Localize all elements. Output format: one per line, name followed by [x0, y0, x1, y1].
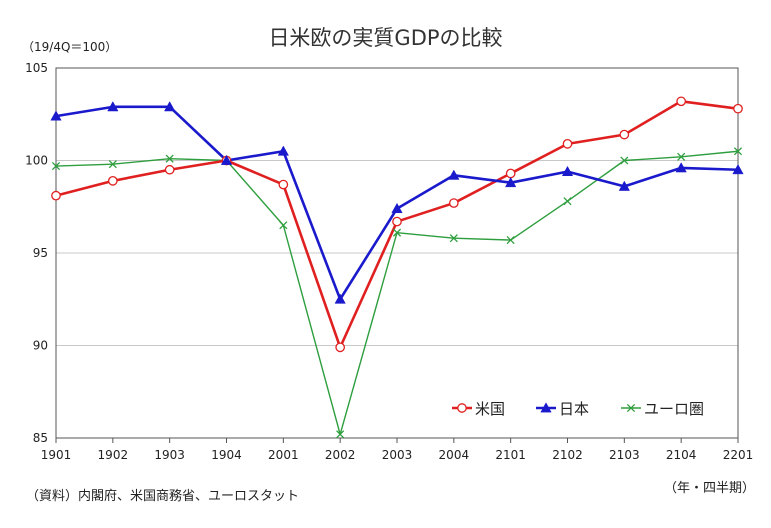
data-point-x [165, 154, 174, 163]
data-point-circle [164, 164, 175, 175]
data-point-circle [448, 198, 459, 208]
y-tick-label: 105 [25, 61, 48, 75]
data-point-x [620, 156, 629, 165]
data-point-x [677, 152, 686, 161]
data-point-circle [619, 129, 630, 140]
x-tick-label: 2201 [723, 448, 754, 462]
x-tick-label: 2003 [382, 448, 413, 462]
data-point-triangle [50, 110, 62, 121]
data-point-circle [562, 139, 573, 149]
series-line-x [55, 150, 739, 435]
x-tick-label: 1901 [41, 448, 72, 462]
data-point-triangle [618, 180, 630, 191]
data-point-circle [733, 103, 743, 114]
period-note: （年・四半期） [664, 481, 756, 496]
data-point-triangle [448, 169, 460, 180]
x-tick-label: 2104 [666, 448, 697, 462]
data-point-x [563, 197, 572, 206]
unit-label: （19/4Q＝100） [22, 40, 118, 54]
x-tick-label: 2004 [439, 448, 470, 462]
data-point-x [336, 430, 345, 439]
data-point-circle [107, 176, 118, 186]
x-tick-label: 1903 [154, 448, 185, 462]
data-point-x [108, 160, 117, 169]
x-tick-label: 2002 [325, 448, 356, 462]
data-point-x [279, 221, 288, 230]
data-point-circle [505, 168, 516, 179]
x-tick-label: 1904 [211, 448, 242, 462]
data-point-triangle [164, 101, 176, 112]
data-point-x [449, 234, 458, 243]
legend-label: ユーロ圏 [644, 400, 704, 418]
legend-marker [626, 403, 636, 413]
data-point-circle [676, 96, 687, 107]
data-point-triangle [277, 145, 289, 156]
y-tick-label: 100 [25, 154, 48, 168]
legend-label: 米国 [475, 400, 505, 418]
data-point-triangle [107, 101, 119, 112]
data-point-triangle [334, 293, 346, 304]
data-point-triangle [675, 162, 687, 173]
legend-marker [540, 402, 552, 413]
source-note: （資料）内閣府、米国商務省、ユーロスタット [26, 489, 300, 504]
data-point-x [51, 161, 61, 171]
data-point-triangle [561, 165, 574, 177]
y-tick-label: 85 [33, 431, 48, 445]
x-tick-label: 1902 [98, 448, 129, 462]
data-point-circle [51, 190, 61, 201]
y-tick-label: 90 [33, 339, 48, 353]
x-tick-label: 2101 [495, 448, 526, 462]
data-point-triangle [505, 176, 517, 188]
data-point-circle [278, 179, 289, 190]
data-point-x [733, 147, 743, 156]
chart-title: 日米欧の実質GDPの比較 [268, 26, 503, 50]
data-point-circle [335, 342, 346, 353]
data-point-x [506, 235, 515, 245]
data-point-x [392, 228, 402, 237]
legend-marker [457, 403, 467, 413]
legend-label: 日本 [559, 400, 589, 418]
data-point-circle [392, 216, 402, 227]
data-point-triangle [391, 202, 403, 214]
x-tick-label: 2103 [609, 448, 640, 462]
x-tick-label: 2001 [268, 448, 299, 462]
data-point-triangle [220, 154, 233, 165]
y-tick-label: 95 [33, 246, 48, 260]
data-point-triangle [732, 164, 744, 175]
x-tick-label: 2102 [552, 448, 583, 462]
